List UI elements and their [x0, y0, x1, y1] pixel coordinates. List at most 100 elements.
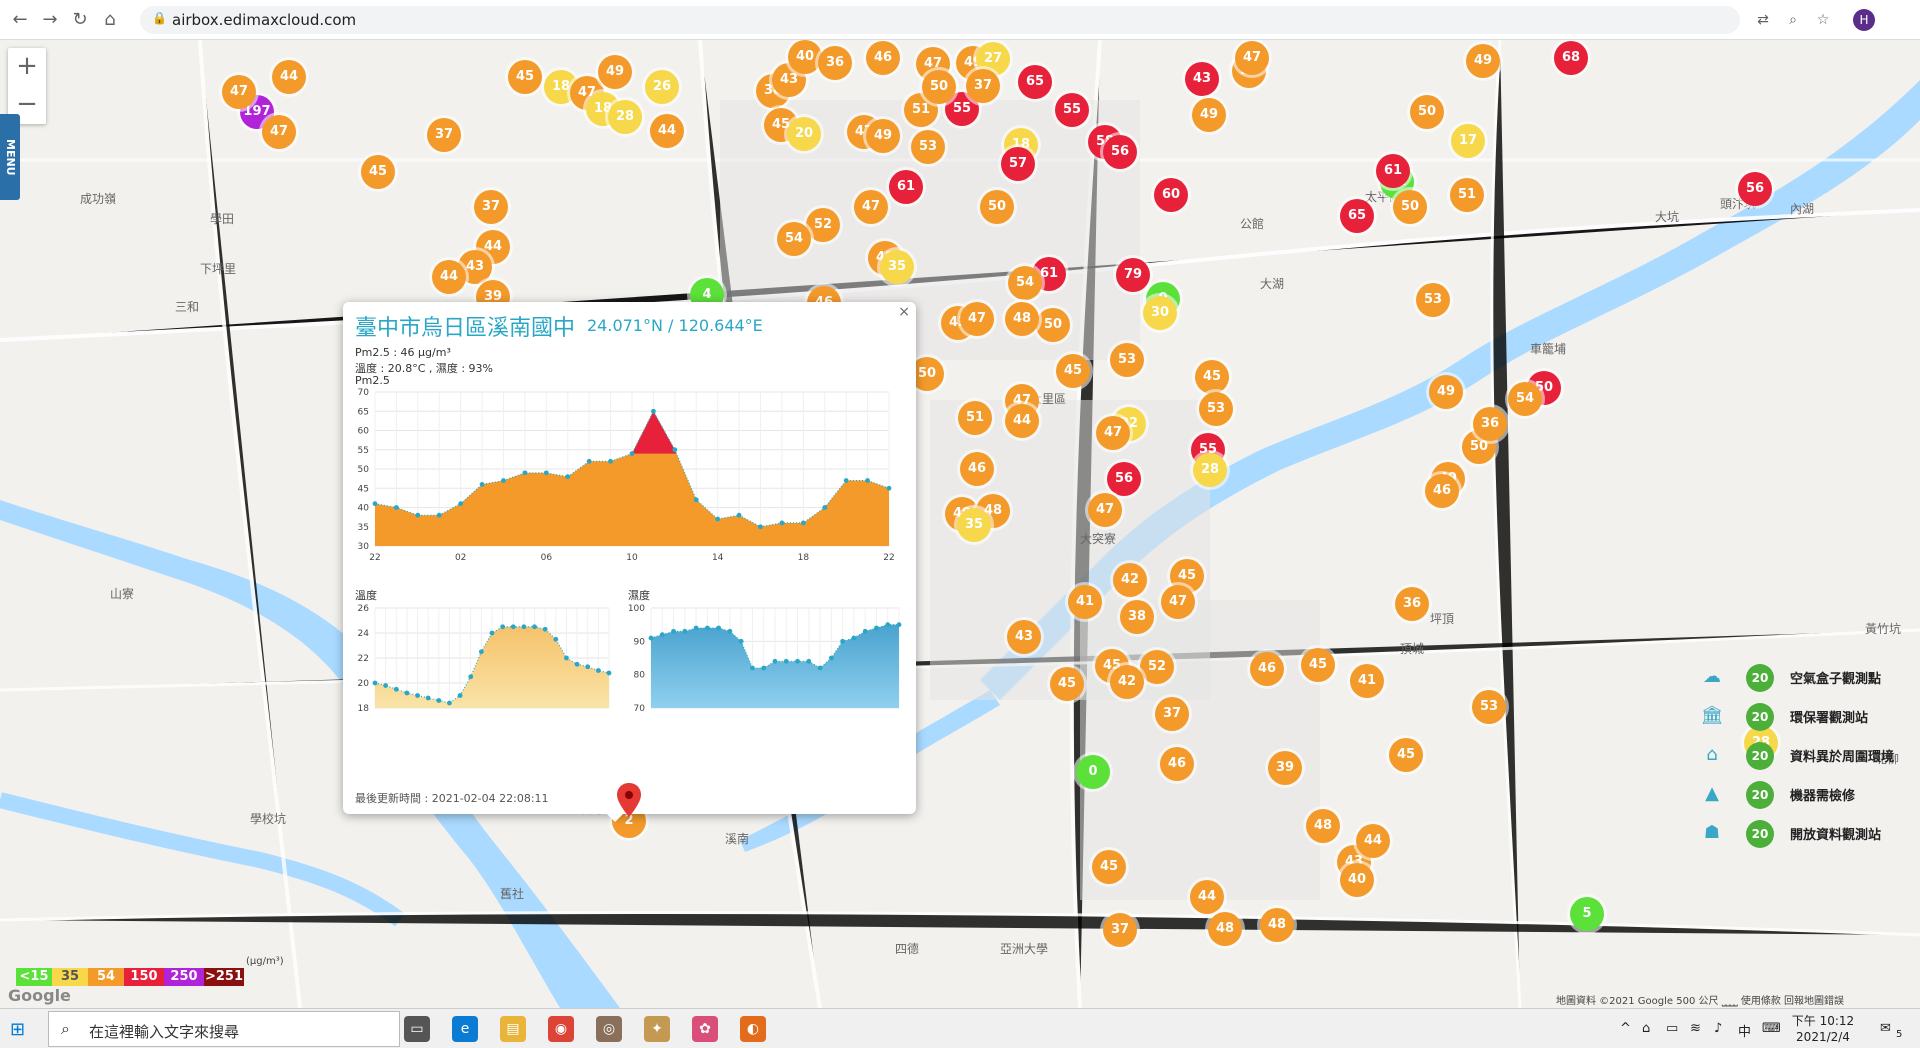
aqi-marker[interactable]: 48 — [1306, 809, 1340, 843]
aqi-marker[interactable]: 50 — [980, 190, 1014, 224]
aqi-marker[interactable]: 56 — [1738, 172, 1772, 206]
chrome-icon[interactable]: ◉ — [548, 1016, 574, 1042]
aqi-marker[interactable]: 53 — [1199, 392, 1233, 426]
map-attribution[interactable]: 地圖資料 ©2021 Google 500 公尺 ⎵⎵⎵⎵ 使用條款 回報地圖錯… — [1556, 996, 1845, 1007]
aqi-marker[interactable]: 49 — [1466, 44, 1500, 78]
aqi-marker[interactable]: 37 — [427, 118, 461, 152]
aqi-marker[interactable]: 49 — [1192, 98, 1226, 132]
aqi-marker[interactable]: 42 — [1110, 665, 1144, 699]
aqi-marker[interactable]: 37 — [1103, 913, 1137, 947]
aqi-marker[interactable]: 41 — [1350, 664, 1384, 698]
aqi-marker[interactable]: 45 — [1092, 850, 1126, 884]
app-icon-3[interactable]: ✿ — [692, 1016, 718, 1042]
app-icon-2[interactable]: ✦ — [644, 1016, 670, 1042]
aqi-marker[interactable]: 45 — [1195, 360, 1229, 394]
aqi-marker[interactable]: 0 — [1076, 755, 1110, 789]
aqi-marker[interactable]: 44 — [650, 114, 684, 148]
aqi-marker[interactable]: 35 — [880, 250, 914, 284]
aqi-marker[interactable]: 46 — [866, 41, 900, 75]
aqi-marker[interactable]: 49 — [866, 119, 900, 153]
search-placeholder[interactable]: 在這裡輸入文字來搜尋 — [89, 1023, 240, 1041]
aqi-marker[interactable]: 37 — [966, 69, 1000, 103]
clock-date[interactable]: 2021/2/4 — [1796, 1030, 1850, 1044]
aqi-marker[interactable]: 47 — [262, 115, 296, 149]
aqi-marker[interactable]: 44 — [432, 260, 466, 294]
aqi-marker[interactable]: 40 — [788, 40, 822, 74]
aqi-marker[interactable]: 36 — [1473, 407, 1507, 441]
blender-icon[interactable]: ◐ — [740, 1016, 766, 1042]
aqi-marker[interactable]: 56 — [1107, 462, 1141, 496]
aqi-marker[interactable]: 47 — [1235, 41, 1269, 75]
aqi-marker[interactable]: 53 — [1416, 283, 1450, 317]
zoom-icon[interactable]: ⌕ — [1789, 12, 1797, 28]
aqi-marker[interactable]: 51 — [1450, 178, 1484, 212]
home-icon[interactable]: ⌂ — [104, 9, 116, 30]
aqi-marker[interactable]: 68 — [1554, 41, 1588, 75]
aqi-marker[interactable]: 53 — [1110, 343, 1144, 377]
aqi-marker[interactable]: 44 — [1005, 404, 1039, 438]
app-icon-1[interactable]: ◎ — [596, 1016, 622, 1042]
map-view[interactable]: 大里區太平區大坑成功嶺學田頭汴坑大湖公館坪頂北溝大突寮三和下坪里同安厝石螺潭學校… — [0, 40, 1920, 1008]
aqi-marker[interactable]: 56 — [1103, 135, 1137, 169]
aqi-marker[interactable]: 45 — [1301, 648, 1335, 682]
aqi-marker[interactable]: 54 — [777, 222, 811, 256]
aqi-marker[interactable]: 46 — [1250, 652, 1284, 686]
aqi-marker[interactable]: 35 — [957, 508, 991, 542]
aqi-marker[interactable]: 47 — [1161, 585, 1195, 619]
aqi-marker[interactable]: 55 — [1055, 93, 1089, 127]
file-explorer-icon[interactable]: ▤ — [500, 1016, 526, 1042]
aqi-marker[interactable]: 47 — [854, 190, 888, 224]
location-pin-icon[interactable] — [617, 783, 641, 817]
translate-icon[interactable]: ⇄ — [1757, 12, 1769, 28]
taskbar-search[interactable]: ⌕ 在這裡輸入文字來搜尋 — [48, 1011, 400, 1047]
tray-keyboard-icon[interactable]: ⌨ — [1762, 1021, 1781, 1036]
aqi-marker[interactable]: 47 — [1088, 493, 1122, 527]
aqi-marker[interactable]: 44 — [1190, 880, 1224, 914]
bookmark-star-icon[interactable]: ☆ — [1816, 12, 1830, 28]
aqi-marker[interactable]: 53 — [911, 130, 945, 164]
tray-network-icon[interactable]: ⌂ — [1642, 1021, 1651, 1036]
reload-icon[interactable]: ↻ — [72, 9, 88, 30]
back-icon[interactable]: ← — [12, 9, 28, 30]
aqi-marker[interactable]: 20 — [787, 117, 821, 151]
aqi-marker[interactable]: 48 — [1005, 302, 1039, 336]
aqi-marker[interactable]: 38 — [1120, 600, 1154, 634]
aqi-marker[interactable]: 44 — [272, 60, 306, 94]
aqi-marker[interactable]: 28 — [608, 100, 642, 134]
tray-volume-icon[interactable]: ♪ — [1714, 1021, 1723, 1036]
aqi-marker[interactable]: 45 — [1389, 738, 1423, 772]
edge-icon[interactable]: e — [452, 1016, 478, 1042]
aqi-marker[interactable]: 79 — [1116, 258, 1150, 292]
aqi-marker[interactable]: 47 — [960, 302, 994, 336]
menu-tab[interactable]: MENU — [0, 114, 20, 200]
aqi-marker[interactable]: 45 — [1056, 354, 1090, 388]
aqi-marker[interactable]: 54 — [1508, 382, 1542, 416]
aqi-marker[interactable]: 49 — [1429, 375, 1463, 409]
aqi-marker[interactable]: 46 — [1425, 474, 1459, 508]
aqi-marker[interactable]: 41 — [1068, 585, 1102, 619]
aqi-marker[interactable]: 39 — [1268, 751, 1302, 785]
aqi-marker[interactable]: 17 — [1451, 124, 1485, 158]
tray-battery-icon[interactable]: ▭ — [1666, 1021, 1679, 1036]
aqi-marker[interactable]: 50 — [1393, 190, 1427, 224]
aqi-marker[interactable]: 51 — [958, 401, 992, 435]
aqi-marker[interactable]: 37 — [1155, 697, 1189, 731]
close-icon[interactable]: × — [898, 304, 910, 320]
aqi-marker[interactable]: 57 — [1001, 147, 1035, 181]
aqi-marker[interactable]: 46 — [960, 452, 994, 486]
aqi-marker[interactable]: 45 — [361, 155, 395, 189]
aqi-marker[interactable]: 42 — [1113, 563, 1147, 597]
zoom-out-button[interactable]: − — [16, 89, 38, 119]
aqi-marker[interactable]: 53 — [1472, 690, 1506, 724]
aqi-marker[interactable]: 47 — [1096, 416, 1130, 450]
aqi-marker[interactable]: 61 — [1376, 154, 1410, 188]
ime-indicator[interactable]: 中 — [1738, 1025, 1752, 1040]
aqi-marker[interactable]: 50 — [1410, 95, 1444, 129]
tray-wifi-icon[interactable]: ≋ — [1690, 1021, 1701, 1036]
notification-icon[interactable]: ✉ — [1880, 1021, 1891, 1036]
aqi-marker[interactable]: 37 — [474, 190, 508, 224]
aqi-marker[interactable]: 40 — [1340, 863, 1374, 897]
aqi-marker[interactable]: 48 — [1260, 908, 1294, 942]
aqi-marker[interactable]: 36 — [1395, 587, 1429, 621]
url-text[interactable]: airbox.edimaxcloud.com — [172, 11, 357, 29]
